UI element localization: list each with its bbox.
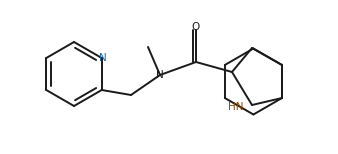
Text: N: N bbox=[156, 70, 164, 80]
Text: N: N bbox=[99, 53, 106, 63]
Text: HN: HN bbox=[228, 102, 244, 112]
Text: O: O bbox=[192, 22, 200, 32]
